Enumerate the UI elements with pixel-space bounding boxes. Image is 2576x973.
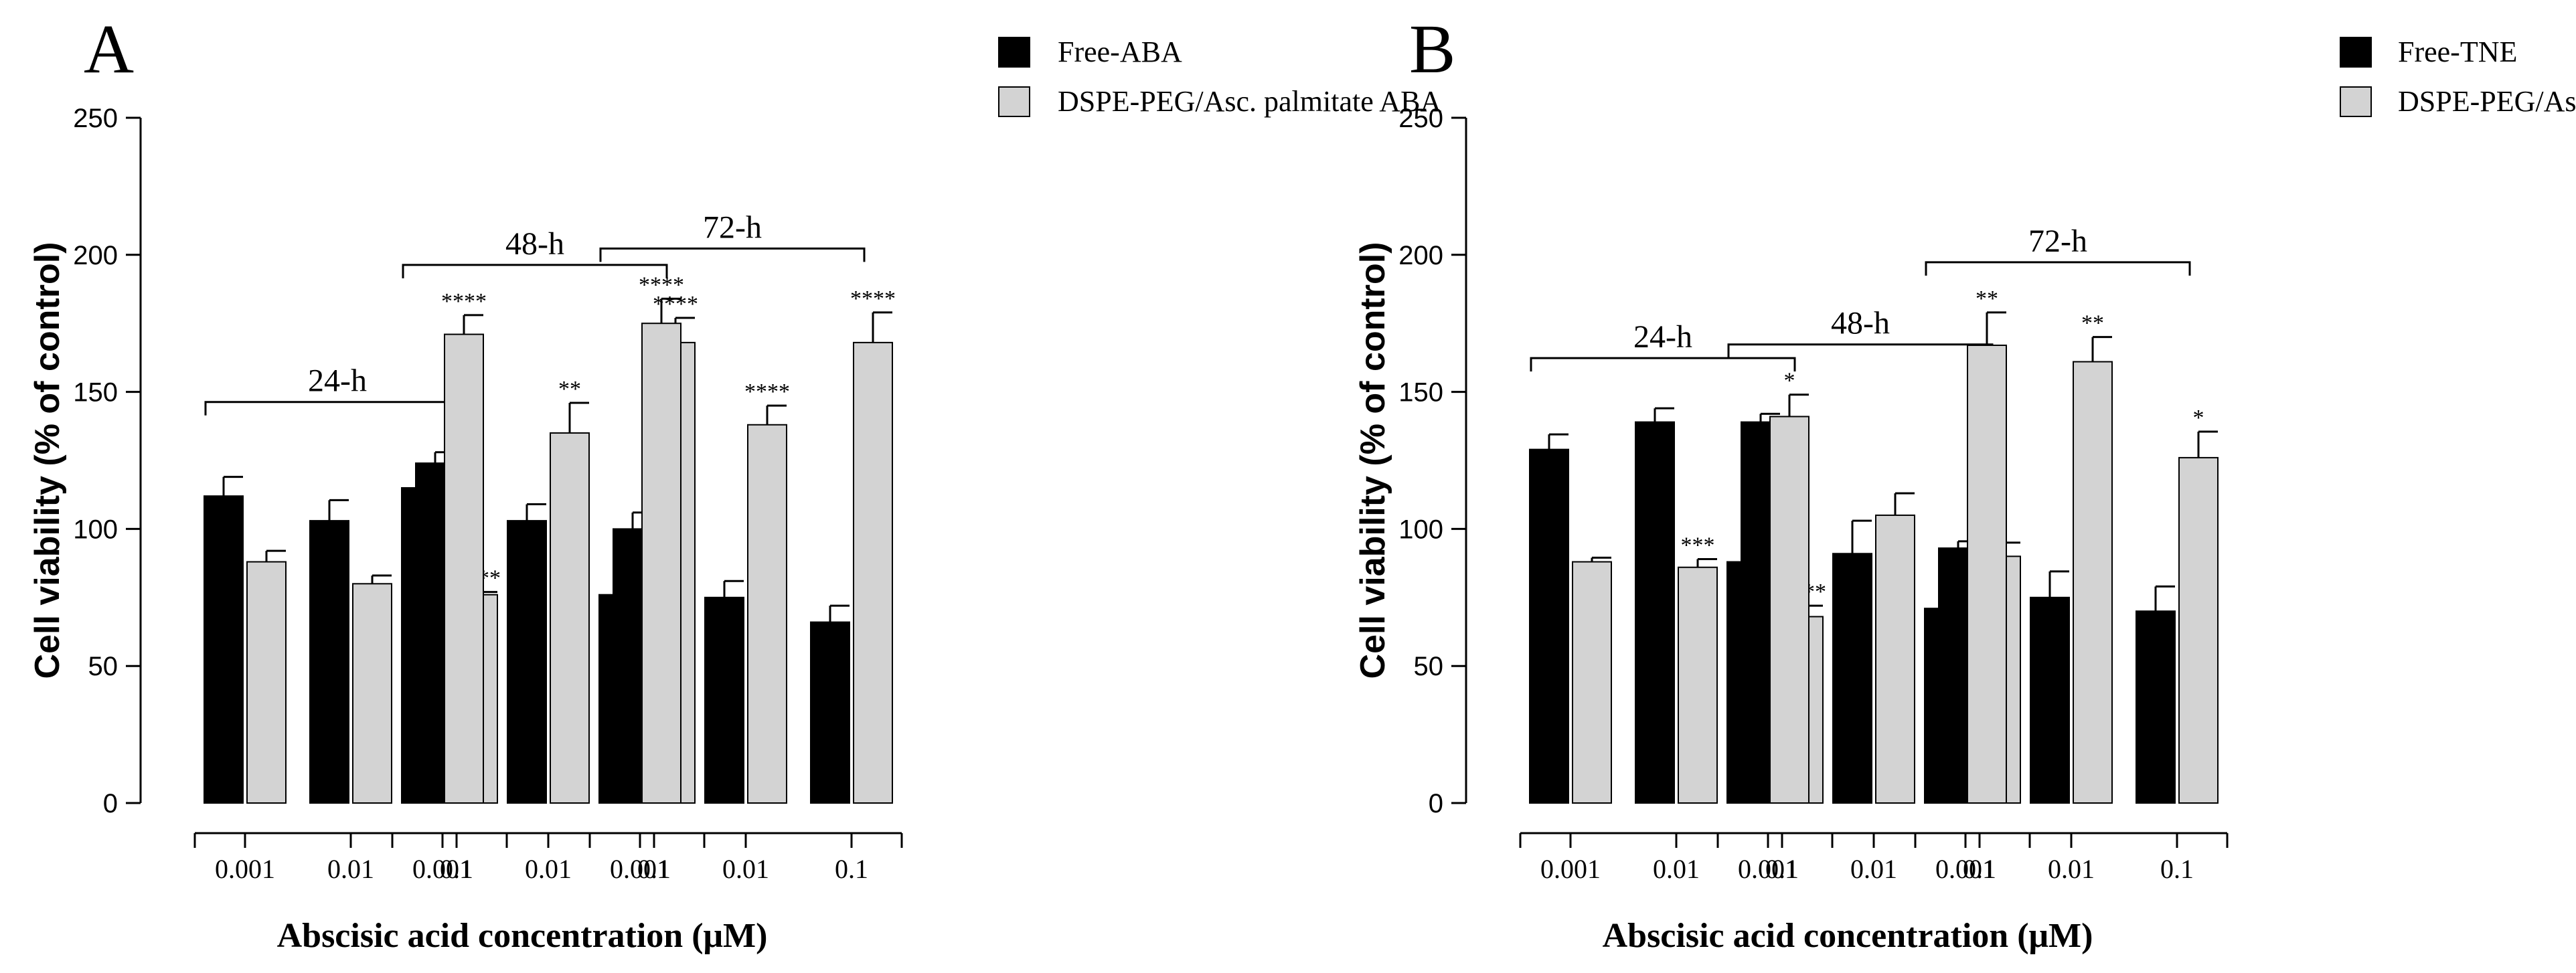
x-category-label: 0.001	[412, 854, 473, 884]
bar-formulation	[1967, 344, 2007, 804]
x-category-label: 0.1	[440, 854, 473, 884]
group-label: 48-h	[1831, 306, 1890, 341]
y-tick-label: 150	[73, 378, 118, 408]
group-bracket	[599, 247, 866, 262]
group-label: 72-h	[703, 209, 762, 245]
significance-label: **	[1976, 286, 1998, 311]
group-label: 24-h	[1633, 319, 1692, 355]
x-category-label: 0.01	[1653, 854, 1700, 884]
legend-swatch-free	[998, 37, 1030, 68]
group-bracket	[204, 401, 471, 416]
significance-label: ***	[1681, 533, 1715, 557]
bar-formulation	[1572, 561, 1612, 804]
bar-formulation	[1769, 416, 1809, 804]
group-bracket	[1727, 343, 1994, 358]
x-category-label: 0.1	[1765, 854, 1799, 884]
legend-swatch-formulation	[2340, 86, 2372, 117]
bar-free	[810, 621, 850, 804]
x-axis-label: Abscisic acid concentration (μM)	[277, 917, 768, 955]
group-bracket	[1925, 261, 2191, 276]
x-category-label: 0.001	[1935, 854, 1996, 884]
y-tick-label: 50	[1414, 652, 1444, 681]
bar-free	[598, 594, 639, 804]
significance-label: *	[1784, 369, 1795, 393]
legend-label-formulation: DSPE-PEG/Asc. palmitate ABA	[1058, 85, 1441, 118]
x-category-label: 0.001	[610, 854, 670, 884]
bar-formulation	[853, 341, 893, 804]
panel-label: B	[1409, 11, 1455, 88]
bar-free	[401, 486, 441, 804]
bar-formulation	[1875, 514, 1915, 804]
bar-formulation	[747, 424, 787, 804]
group-label: 48-h	[505, 226, 564, 262]
bar-free	[507, 520, 547, 804]
y-tick-label: 250	[1398, 104, 1443, 133]
x-category-label: 0.1	[2160, 854, 2194, 884]
significance-label: ****	[441, 289, 487, 314]
x-category-label: 0.001	[1738, 854, 1798, 884]
bar-free	[204, 495, 244, 804]
bar-formulation	[641, 323, 681, 804]
bar-free	[2136, 610, 2176, 804]
y-tick-label: 200	[73, 241, 118, 270]
group-bracket	[402, 264, 668, 278]
x-category-label: 0.1	[1963, 854, 1996, 884]
bar-formulation	[352, 583, 392, 804]
bar-formulation	[2178, 456, 2219, 804]
y-tick-label: 0	[1429, 789, 1443, 818]
significance-label: ****	[653, 292, 698, 317]
significance-label: **	[558, 377, 581, 402]
significance-label: ****	[639, 272, 684, 297]
legend-swatch-free	[2340, 37, 2372, 68]
significance-label: ****	[850, 286, 896, 311]
x-category-label: 0.1	[637, 854, 671, 884]
chart-panel-a: A 0 50 100 150 200 250 Cell viability (% of con…	[28, 11, 1441, 955]
y-tick-label: 100	[73, 515, 118, 544]
bar-free	[1832, 553, 1872, 804]
legend-label-formulation: DSPE-PEG/Asc. palmitate TNE	[2398, 85, 2576, 118]
group-label: 72-h	[2028, 224, 2087, 259]
y-tick-label: 200	[1398, 241, 1443, 270]
bar-free	[2030, 596, 2070, 804]
x-category-label: 0.01	[2048, 854, 2095, 884]
bar-free	[1529, 448, 1569, 804]
group-bracket	[1530, 357, 1796, 372]
legend-label-free: Free-ABA	[1058, 35, 1182, 68]
x-axis-label: Abscisic acid concentration (μM)	[1603, 917, 2093, 955]
bar-free	[1635, 421, 1675, 804]
y-axis-label: Cell viability (% of control)	[1354, 242, 1392, 679]
bar-formulation	[550, 432, 590, 804]
legend-label-free: Free-TNE	[2398, 35, 2517, 68]
x-category-label: 0.01	[327, 854, 374, 884]
bar-free	[704, 596, 744, 804]
x-category-label: 0.01	[722, 854, 769, 884]
x-category-label: 0.01	[1850, 854, 1897, 884]
chart-panel-b: B 0 50 100 150 200 250 Cell viability (% of con…	[1354, 11, 2576, 955]
significance-label: **	[2081, 311, 2104, 336]
y-tick-label: 0	[103, 789, 118, 818]
x-category-label: 0.1	[835, 854, 868, 884]
bar-formulation	[444, 333, 484, 804]
bar-free	[309, 520, 349, 804]
y-tick-label: 100	[1398, 515, 1443, 544]
y-axis-label: Cell viability (% of control)	[28, 242, 67, 679]
bar-free	[1924, 608, 1964, 804]
significance-label: ****	[744, 379, 790, 404]
legend-swatch-formulation	[998, 86, 1030, 117]
x-category-label: 0.01	[525, 854, 572, 884]
y-tick-label: 150	[1398, 378, 1443, 408]
y-tick-label: 250	[73, 104, 118, 133]
bar-formulation	[1678, 566, 1718, 804]
panel-label: A	[84, 11, 134, 88]
bar-free	[1726, 561, 1767, 804]
bar-formulation	[246, 561, 287, 804]
group-label: 24-h	[308, 363, 367, 399]
x-category-label: 0.001	[215, 854, 275, 884]
bar-formulation	[2073, 361, 2113, 804]
significance-label: *	[2193, 406, 2204, 430]
y-tick-label: 50	[88, 652, 118, 681]
x-category-label: 0.001	[1540, 854, 1601, 884]
